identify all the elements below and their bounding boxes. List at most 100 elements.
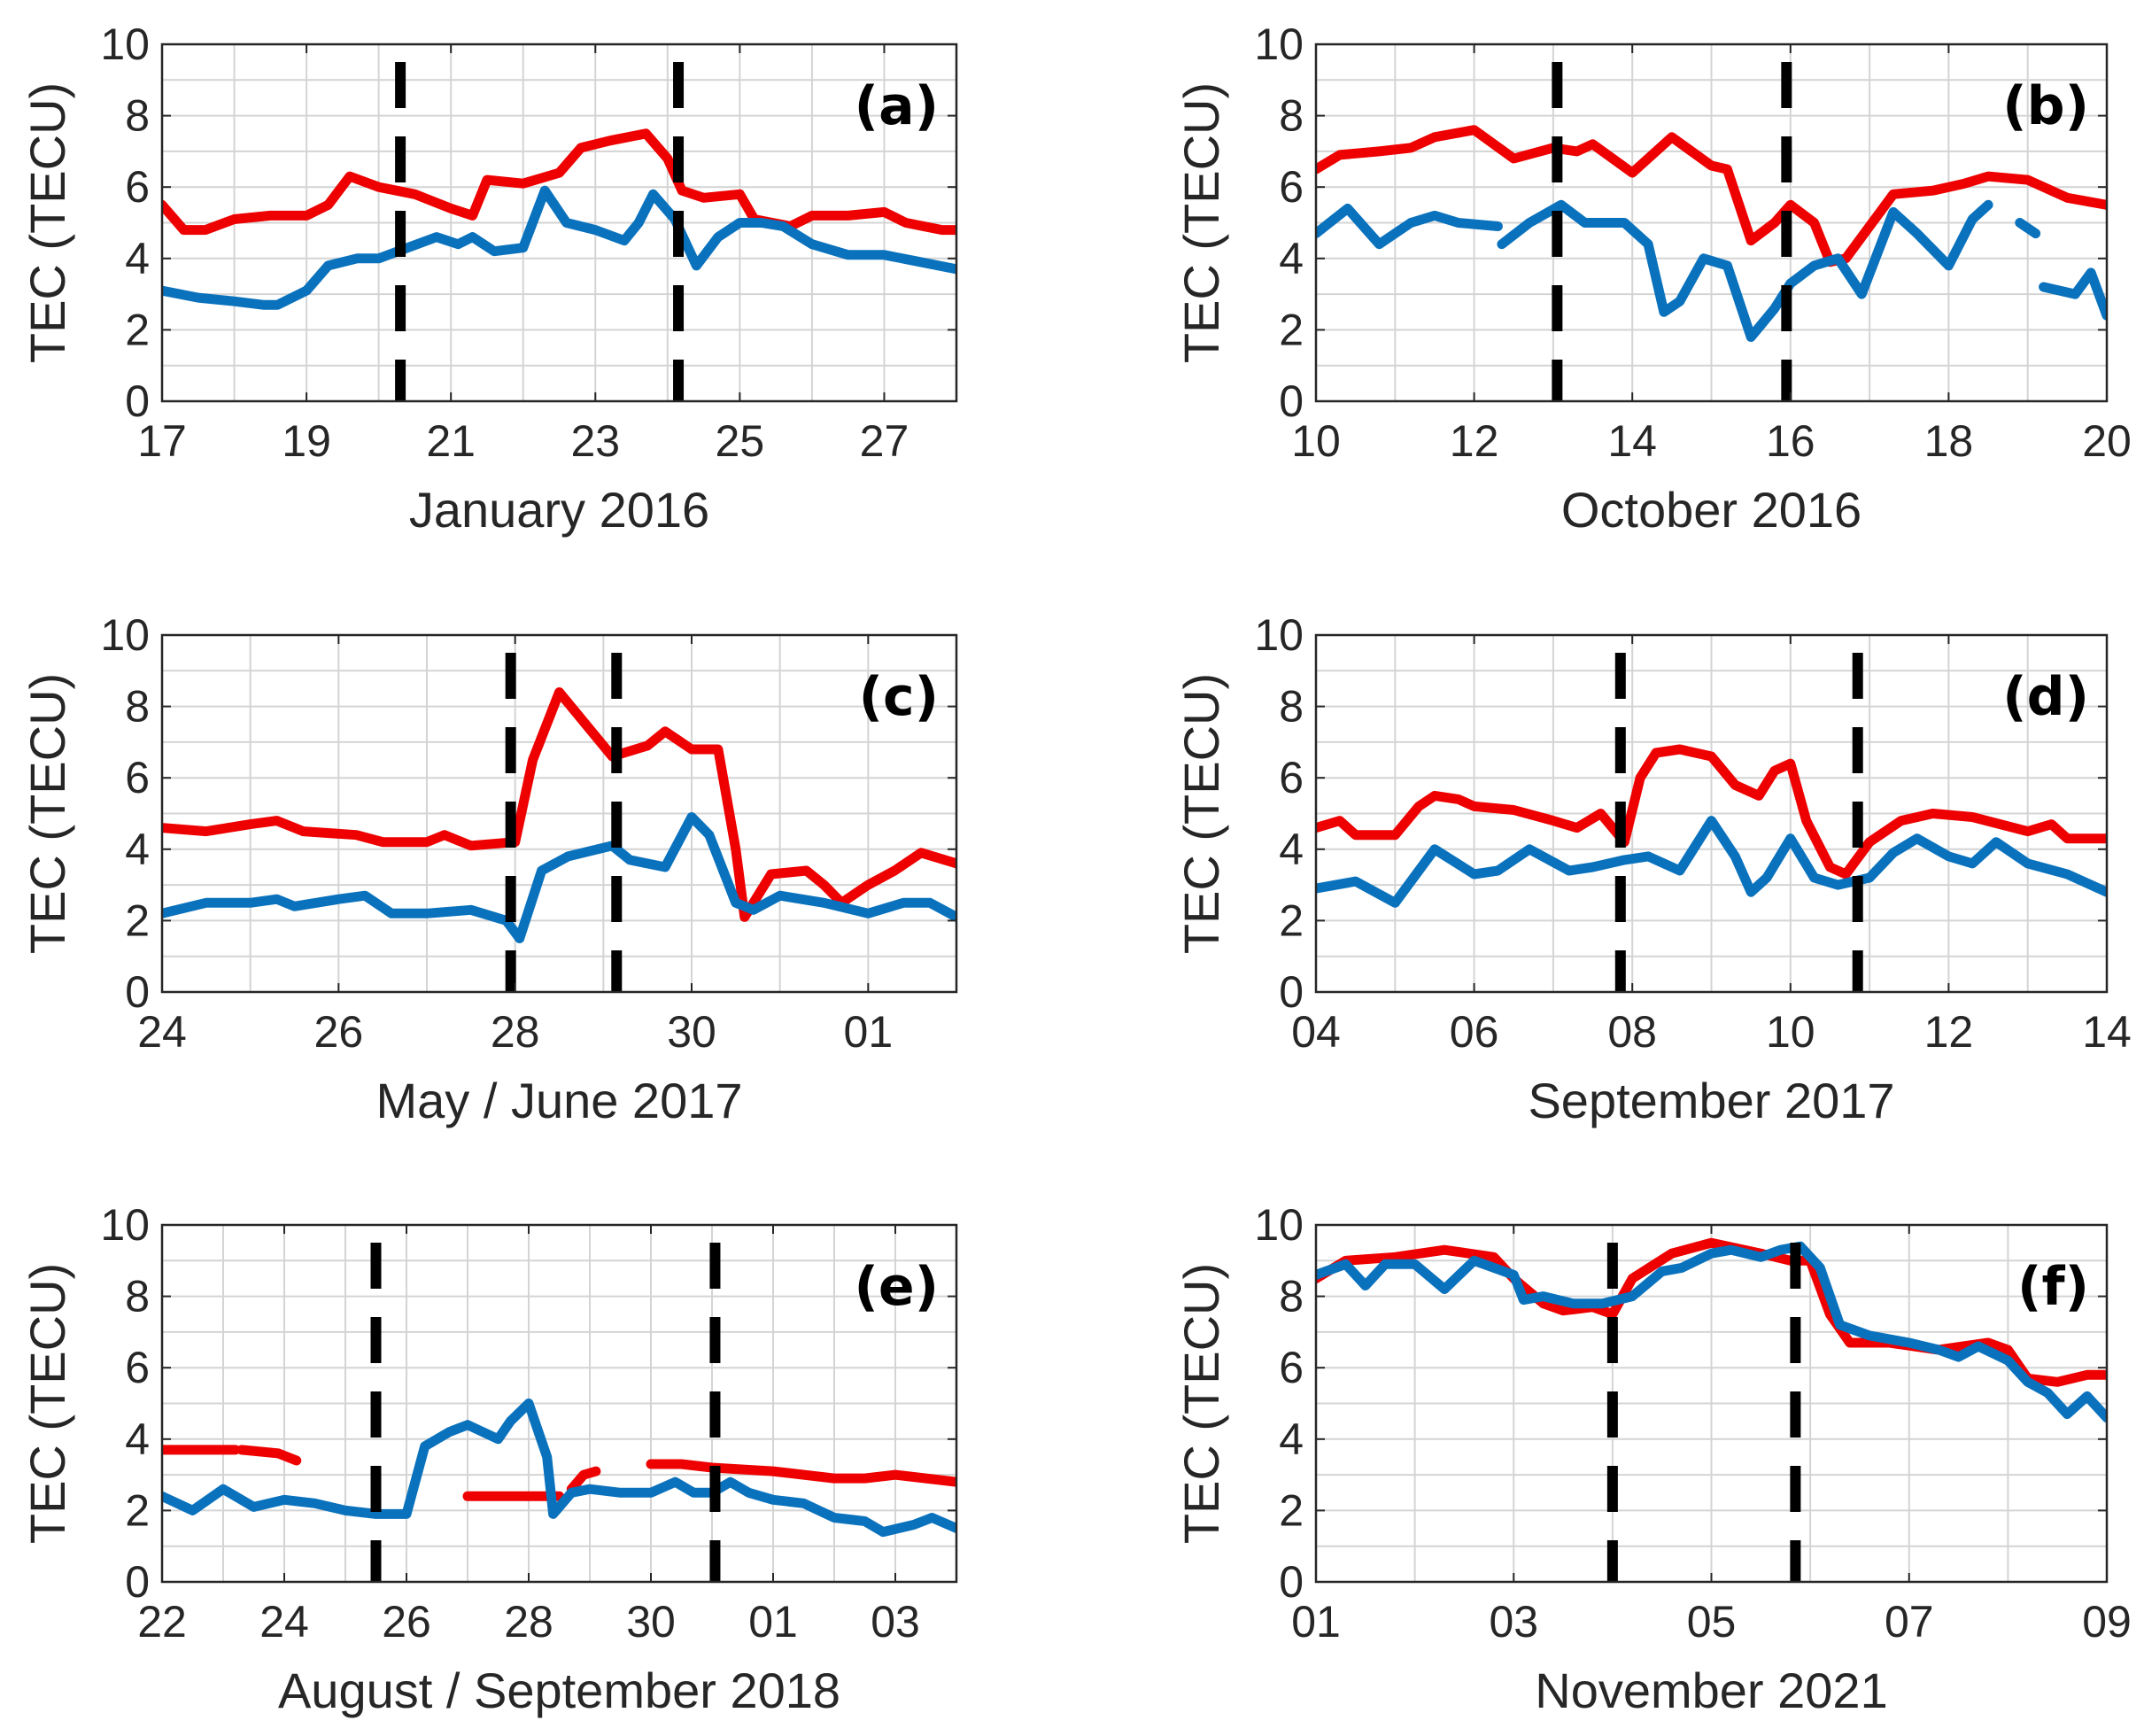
axes-box [160,633,958,994]
series-blue-line [1316,1241,2107,1423]
x-tick-label: 20 [2082,416,2132,466]
y-tick-label: 8 [1279,1272,1304,1321]
x-tick-label: 12 [1450,416,1499,466]
x-tick-label: 16 [1766,416,1815,466]
x-tick-label: 03 [1489,1597,1538,1647]
y-tick-label: 8 [1279,682,1304,732]
x-tick-label: 22 [137,1597,187,1647]
series-red-line [646,1459,956,1487]
series-red-line [1316,125,2107,267]
x-tick-label: 01 [1291,1597,1341,1647]
x-tick-label: 21 [426,416,476,466]
y-tick-label: 0 [1279,1557,1304,1607]
x-tick-label: 08 [1607,1007,1657,1057]
panel-b: 0 2 4 6 8 10 10 12 14 16 18 20 October 2016 TEC (TECU… [1173,19,2132,538]
x-tick-label: 17 [137,416,187,466]
axes-box [160,43,958,403]
y-axis-label: TEC (TECU) [19,673,75,954]
y-tick-label: 4 [125,234,150,283]
y-tick-label: 6 [1279,753,1304,802]
x-tick-label: 05 [1687,1597,1737,1647]
x-tick-label: 01 [844,1007,894,1057]
x-tick-label: 30 [667,1007,716,1057]
axes-box [1314,43,2109,403]
series-blue-line [162,185,956,310]
x-axis-label: January 2016 [409,482,709,538]
y-axis-label: TEC (TECU) [19,82,75,363]
panel-label: (f) [2017,1256,2089,1318]
x-tick-label: 14 [2082,1007,2132,1057]
series-blue-line [2015,218,2041,239]
y-tick-label: 2 [1279,305,1304,354]
x-tick-label: 18 [1924,416,1974,466]
y-tick-label: 0 [125,1557,150,1607]
series-red-line [162,687,956,922]
x-tick-label: 14 [1607,416,1657,466]
x-tick-label: 09 [2082,1597,2132,1647]
y-axis-label: TEC (TECU) [1173,1263,1229,1544]
x-tick-label: 28 [491,1007,540,1057]
series-blue-line [1497,199,1993,342]
x-axis-label: November 2021 [1535,1662,1887,1718]
y-tick-label: 8 [125,1272,150,1321]
y-tick-label: 2 [1279,1485,1304,1535]
x-tick-label: 10 [1766,1007,1815,1057]
axes-box [1314,633,2109,994]
y-tick-label: 6 [1279,1343,1304,1392]
x-tick-label: 28 [504,1597,553,1647]
panel-d: 0 2 4 6 8 10 04 06 08 10 12 14 September 2017 TEC (TE… [1173,610,2132,1128]
y-tick-label: 0 [1279,967,1304,1017]
y-tick-label: 0 [125,967,150,1017]
series-blue-line [162,1399,956,1538]
y-tick-label: 8 [1279,91,1304,141]
axes-box [160,1223,958,1584]
x-axis-label: September 2017 [1528,1073,1894,1128]
x-tick-label: 01 [748,1597,798,1647]
x-tick-label: 27 [860,416,909,466]
y-tick-label: 2 [125,895,150,945]
y-tick-label: 10 [1254,610,1304,660]
y-tick-label: 6 [1279,162,1304,212]
y-tick-label: 0 [1279,376,1304,426]
panel-label: (e) [854,1256,939,1318]
y-tick-label: 10 [1254,19,1304,69]
y-tick-label: 2 [1279,895,1304,945]
y-tick-label: 6 [125,1343,150,1392]
series-red-line [1316,744,2107,880]
x-tick-label: 26 [382,1597,431,1647]
x-tick-label: 25 [716,416,765,466]
x-tick-label: 03 [871,1597,920,1647]
x-tick-label: 24 [259,1597,309,1647]
x-axis-label: May / June 2017 [375,1073,742,1128]
series-blue-line [1316,816,2107,908]
x-tick-label: 23 [570,416,620,466]
series-blue-line [1316,203,1503,250]
x-tick-label: 10 [1291,416,1341,466]
panel-a: 0 2 4 6 8 10 17 19 21 23 25 27 January 2016 TEC (TECU… [19,19,958,538]
panel-f: 0 2 4 6 8 10 01 03 05 07 09 November 2021 TEC (TECU)… [1173,1200,2132,1718]
y-axis-label: TEC (TECU) [1173,82,1229,363]
y-tick-label: 4 [1279,234,1304,283]
x-axis-label: October 2016 [1561,482,1861,538]
y-axis-label: TEC (TECU) [1173,673,1229,954]
y-axis-label: TEC (TECU) [19,1263,75,1544]
y-tick-label: 10 [100,1200,150,1250]
x-tick-label: 07 [1885,1597,1934,1647]
x-axis-label: August / September 2018 [278,1662,840,1718]
series-blue-line [162,812,956,943]
x-tick-label: 04 [1291,1007,1341,1057]
y-tick-label: 0 [125,376,150,426]
panel-label: (a) [855,75,939,137]
panel-label: (d) [2002,666,2089,728]
x-tick-label: 30 [626,1597,676,1647]
series-red-line [162,128,956,236]
panel-label: (c) [859,666,939,728]
y-tick-label: 8 [125,682,150,732]
y-tick-label: 8 [125,91,150,141]
y-tick-label: 2 [125,1485,150,1535]
x-tick-label: 06 [1450,1007,1499,1057]
